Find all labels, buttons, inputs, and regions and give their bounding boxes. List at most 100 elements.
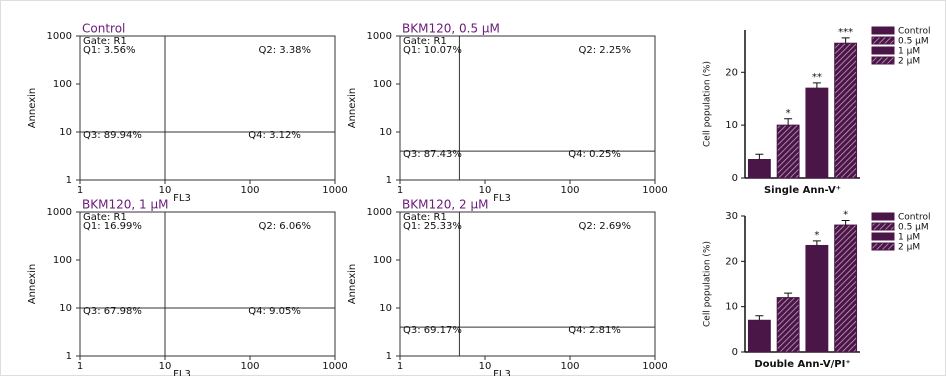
legend-swatch [871, 212, 895, 221]
x-axis-label: FL3 [173, 193, 191, 204]
y-tick-label: 10 [59, 127, 72, 138]
plot-area [79, 211, 336, 357]
y-tick-label: 1 [66, 351, 72, 362]
y-tick-label: 1000 [47, 31, 72, 42]
y-tick-label: 10 [725, 120, 738, 131]
legend-label: 0.5 μM [898, 223, 929, 233]
quadrant-label: Q2: 2.69% [579, 221, 632, 232]
legend-label: 2 μM [898, 57, 920, 67]
quadrant-label: Q1: 16.99% [83, 221, 142, 232]
y-tick-label: 0 [732, 173, 738, 184]
legend-label: Control [898, 213, 931, 223]
y-tick-label: 1 [386, 351, 392, 362]
x-axis-label: FL3 [173, 369, 191, 376]
panel-title: Control [82, 22, 125, 36]
quadrant-label: Q3: 67.98% [83, 306, 142, 317]
bar [747, 159, 771, 179]
panel-title: BKM120, 1 μM [82, 198, 168, 212]
quadrant-label: Q4: 3.12% [248, 130, 301, 141]
panel-title: BKM120, 0.5 μM [402, 22, 500, 36]
quadrant-label: Q3: 89.94% [83, 130, 142, 141]
y-tick-label: 30 [725, 211, 738, 222]
y-tick-label: 1 [66, 175, 72, 186]
y-tick-label: 1 [386, 175, 392, 186]
y-tick-label: 100 [53, 255, 72, 266]
y-tick-label: 20 [725, 67, 738, 78]
bar [834, 42, 858, 179]
x-axis-label: Single Ann-V⁺ [764, 185, 841, 196]
significance: * [786, 108, 791, 119]
x-tick-label: 100 [560, 361, 579, 372]
quadrant-label: Q1: 3.56% [83, 45, 136, 56]
error-bar [812, 82, 821, 89]
y-axis-label: Annexin [347, 264, 358, 305]
significance: ** [812, 72, 822, 83]
plot-area [399, 211, 656, 357]
bar [834, 224, 858, 353]
x-tick-label: 10 [159, 185, 172, 196]
y-tick-label: 100 [373, 79, 392, 90]
x-axis-label: Double Ann-V/PI⁺ [754, 359, 850, 370]
significance: * [843, 210, 848, 221]
plot-area [79, 35, 336, 181]
quadrant-label: Q2: 6.06% [259, 221, 312, 232]
bar [805, 244, 829, 353]
legend-swatch [871, 242, 895, 251]
error-bar [784, 118, 793, 126]
x-tick-label: 100 [560, 185, 579, 196]
y-tick-label: 20 [725, 256, 738, 267]
y-tick-label: 100 [373, 255, 392, 266]
error-bar [841, 37, 850, 44]
y-tick-label: 10 [379, 303, 392, 314]
legend-swatch [871, 222, 895, 231]
error-bar [784, 292, 793, 298]
plot-area [399, 35, 656, 181]
panel-title: BKM120, 2 μM [402, 198, 488, 212]
y-tick-label: 10 [59, 303, 72, 314]
y-axis-label: Annexin [27, 88, 38, 129]
x-axis-label: FL3 [493, 193, 511, 204]
x-tick-label: 1000 [642, 361, 667, 372]
bar [805, 87, 829, 179]
legend-label: Control [898, 27, 931, 37]
legend-swatch [871, 232, 895, 241]
significance: * [814, 230, 819, 241]
y-tick-label: 0 [732, 347, 738, 358]
legend-swatch [871, 36, 895, 45]
gate-label: Gate: R1 [403, 36, 447, 47]
x-tick-label: 1000 [642, 185, 667, 196]
legend-label: 1 μM [898, 47, 920, 57]
y-tick-label: 1000 [367, 31, 392, 42]
legend-label: 1 μM [898, 233, 920, 243]
bar [776, 297, 800, 353]
y-tick-label: 1000 [47, 207, 72, 218]
quadrant-label: Q2: 2.25% [579, 45, 632, 56]
y-tick-label: 10 [725, 302, 738, 313]
quadrant-label: Q3: 87.43% [403, 149, 462, 160]
x-tick-label: 1 [77, 185, 83, 196]
error-bar [841, 220, 850, 226]
legend-swatch [871, 56, 895, 65]
y-axis-label: Cell population (%) [703, 61, 713, 147]
gate-label: Gate: R1 [83, 212, 127, 223]
gate-label: Gate: R1 [83, 36, 127, 47]
legend-label: 0.5 μM [898, 37, 929, 47]
x-tick-label: 1 [397, 361, 403, 372]
x-tick-label: 10 [479, 185, 492, 196]
quadrant-label: Q2: 3.38% [259, 45, 312, 56]
legend-swatch [871, 46, 895, 55]
quadrant-label: Q1: 25.33% [403, 221, 462, 232]
y-axis-label: Cell population (%) [703, 241, 713, 327]
y-tick-label: 10 [379, 127, 392, 138]
y-axis-label: Annexin [27, 264, 38, 305]
quadrant-label: Q4: 0.25% [568, 149, 621, 160]
quadrant-label: Q4: 9.05% [248, 306, 301, 317]
y-axis-label: Annexin [347, 88, 358, 129]
significance: *** [838, 27, 853, 38]
x-tick-label: 10 [479, 361, 492, 372]
legend-label: 2 μM [898, 243, 920, 253]
error-bar [755, 153, 764, 160]
x-tick-label: 100 [240, 361, 259, 372]
x-axis-label: FL3 [493, 369, 511, 376]
